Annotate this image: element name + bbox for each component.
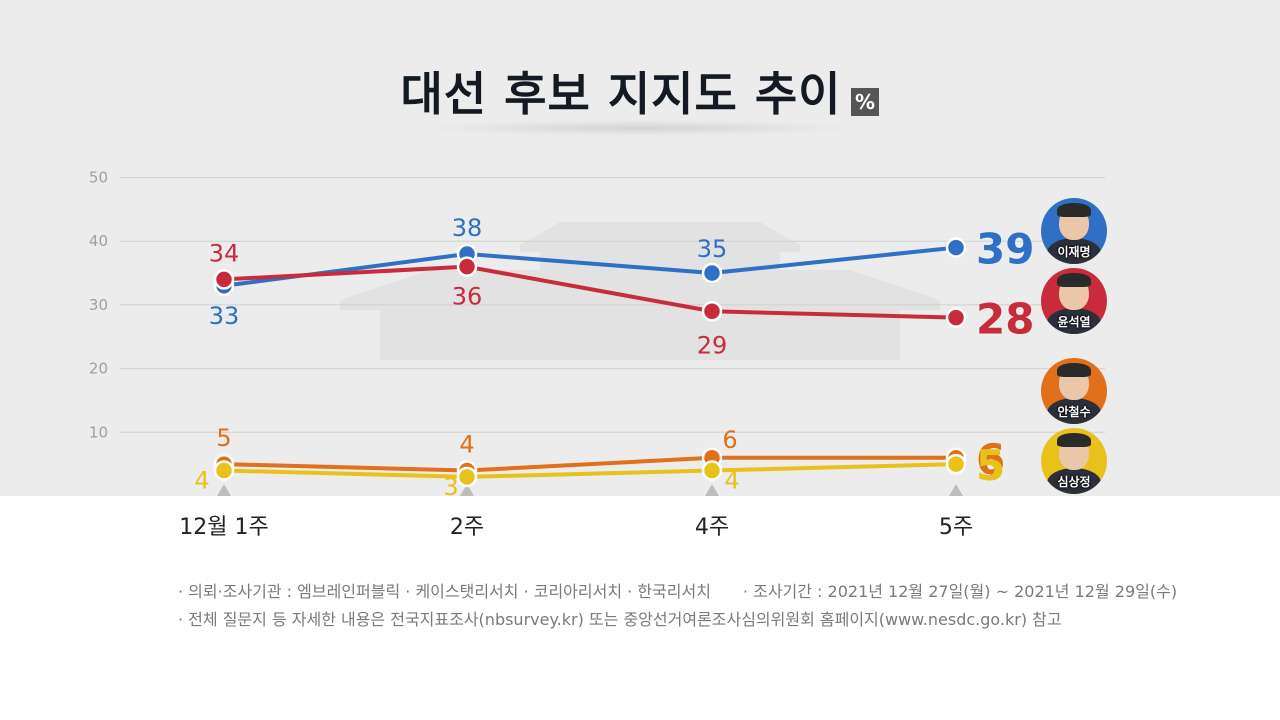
grid bbox=[120, 177, 1105, 433]
notes-period: · 조사기간 : 2021년 12월 27일(월) ~ 2021년 12월 29… bbox=[742, 582, 1178, 601]
data-point bbox=[701, 262, 723, 284]
series-line bbox=[223, 462, 957, 479]
x-marker bbox=[705, 484, 719, 496]
chart-title-text: 대선 후보 지지도 추이 bbox=[400, 67, 842, 121]
bottom-panel bbox=[0, 496, 1280, 720]
candidate-name: 안철수 bbox=[1057, 405, 1091, 419]
data-label: 4 bbox=[724, 467, 739, 495]
y-tick-label: 30 bbox=[89, 296, 108, 314]
x-tick-label: 12월 1주 bbox=[179, 515, 268, 540]
data-label: 4 bbox=[459, 431, 474, 459]
x-tick-label: 5주 bbox=[939, 515, 973, 540]
notes-row-2: · 전체 질문지 등 자세한 내용은 전국지표조사(nbsurvey.kr) 또… bbox=[178, 606, 1238, 634]
data-label: 6 bbox=[722, 426, 737, 454]
notes-row-1: · 의뢰·조사기관 : 엠브레인퍼블릭 · 케이스탯리서치 · 코리아리서치 ·… bbox=[178, 578, 1238, 606]
y-tick-label: 40 bbox=[89, 232, 108, 250]
notes-agency: · 의뢰·조사기관 : 엠브레인퍼블릭 · 케이스탯리서치 · 코리아리서치 ·… bbox=[178, 582, 711, 601]
series-2: 34 36 29 28 bbox=[209, 239, 1035, 359]
data-label: 4 bbox=[194, 467, 209, 495]
candidate-name: 심상정 bbox=[1057, 475, 1091, 489]
chart-title: 대선 후보 지지도 추이% bbox=[0, 58, 1280, 124]
candidate-photo-sim: 심상정 bbox=[1041, 428, 1107, 494]
series-line bbox=[223, 245, 957, 288]
data-label: 36 bbox=[452, 283, 483, 311]
background-building bbox=[340, 222, 940, 360]
data-point bbox=[945, 453, 967, 475]
x-marker bbox=[460, 484, 474, 496]
data-label-latest: 5 bbox=[976, 441, 1005, 490]
survey-notes: · 의뢰·조사기관 : 엠브레인퍼블릭 · 케이스탯리서치 · 코리아리서치 ·… bbox=[178, 578, 1238, 634]
data-point bbox=[945, 237, 967, 258]
data-label: 35 bbox=[697, 235, 728, 263]
data-label-latest: 6 bbox=[976, 435, 1005, 484]
y-axis: 10 20 30 40 50 bbox=[89, 169, 108, 442]
data-label-latest: 39 bbox=[976, 225, 1034, 274]
data-label: 33 bbox=[209, 302, 240, 330]
data-label: 5 bbox=[216, 424, 231, 452]
series-line bbox=[223, 455, 956, 473]
data-label: 38 bbox=[452, 214, 483, 242]
data-point bbox=[456, 466, 478, 488]
candidate-name: 이재명 bbox=[1057, 245, 1091, 259]
candidate-photo-ahn: 안철수 bbox=[1041, 358, 1107, 424]
y-tick-label: 10 bbox=[89, 423, 108, 441]
x-marker bbox=[949, 484, 963, 496]
series-4: 4 3 4 5 bbox=[194, 441, 1005, 501]
candidate-photo-yoon: 윤석열 bbox=[1041, 268, 1107, 334]
y-tick-label: 20 bbox=[89, 360, 108, 378]
x-tick-label: 2주 bbox=[450, 515, 484, 540]
data-label: 29 bbox=[697, 331, 728, 359]
candidate-name: 윤석열 bbox=[1057, 315, 1091, 329]
data-point bbox=[701, 301, 723, 322]
x-marker bbox=[217, 484, 231, 496]
x-tick-label: 4주 bbox=[695, 515, 729, 540]
data-label: 34 bbox=[209, 239, 240, 267]
data-label-latest: 28 bbox=[976, 295, 1034, 344]
x-axis: 12월 1주 2주 4주 5주 bbox=[179, 515, 973, 540]
x-markers bbox=[217, 484, 963, 496]
series-line bbox=[223, 264, 957, 320]
title-shadow bbox=[420, 120, 860, 136]
data-point bbox=[945, 307, 967, 328]
notes-reference: · 전체 질문지 등 자세한 내용은 전국지표조사(nbsurvey.kr) 또… bbox=[178, 610, 1062, 629]
candidate-photo-lee: 이재명 bbox=[1041, 198, 1107, 264]
data-point bbox=[213, 460, 235, 481]
data-label: 3 bbox=[443, 473, 458, 501]
y-tick-label: 50 bbox=[89, 169, 108, 187]
data-point bbox=[213, 269, 235, 290]
data-point bbox=[456, 256, 478, 277]
unit-badge: % bbox=[851, 87, 880, 116]
data-point bbox=[701, 460, 723, 481]
